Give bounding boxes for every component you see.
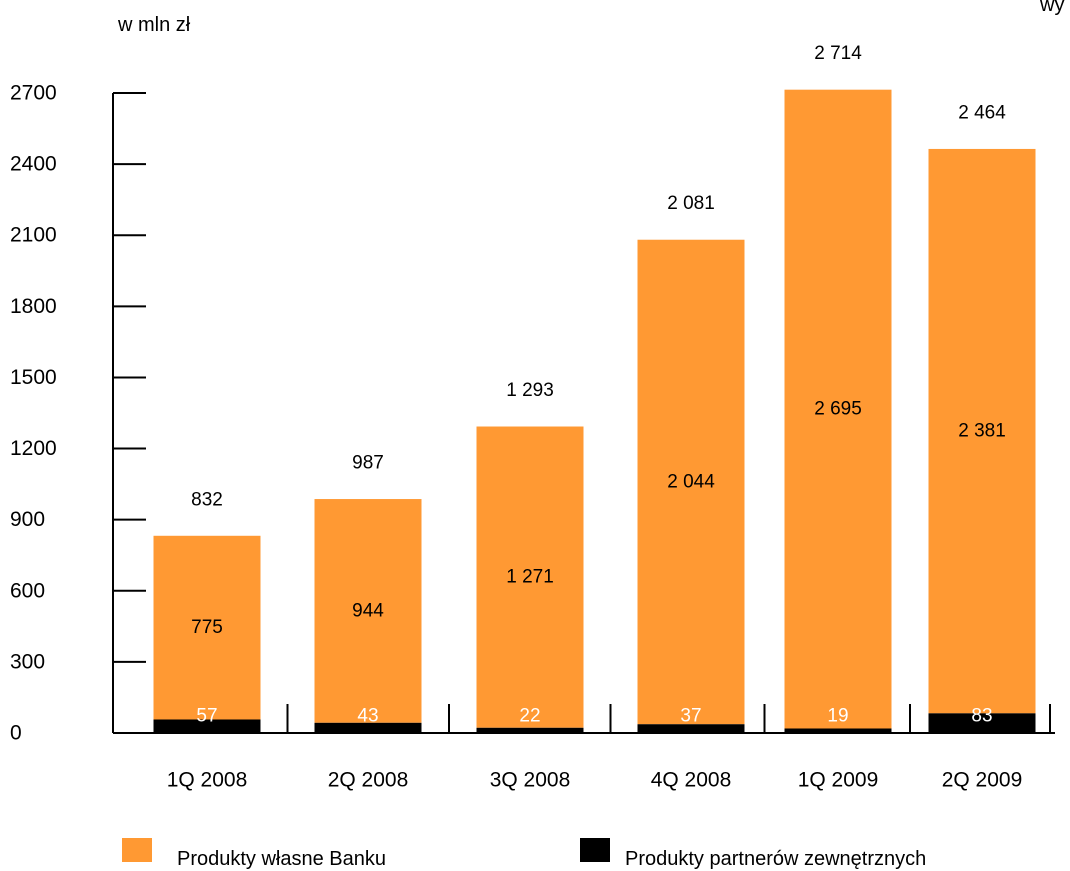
data-label-total: 987 [352,453,384,474]
y-tick-label: 600 [10,579,45,602]
bar-partners [476,727,584,733]
legend-swatch-own [122,838,152,862]
y-tick-label: 2100 [10,224,57,247]
bar-partners [784,728,892,733]
data-label-own: 2 695 [814,399,862,420]
data-label-own: 1 271 [506,567,554,588]
bar-own [153,535,261,720]
data-label-own: 2 044 [667,471,715,492]
x-tick-label: 2Q 2008 [328,769,409,792]
cropped-corner-text: wy [1040,0,1065,16]
data-label-own: 775 [191,617,223,638]
y-tick-label: 1500 [10,366,57,389]
data-label-partners: 22 [519,706,540,727]
x-tick-label: 1Q 2008 [167,769,248,792]
data-label-own: 2 381 [958,421,1006,442]
x-tick-label: 1Q 2009 [798,769,879,792]
data-label-own: 944 [352,600,384,621]
legend-swatch-partners [580,838,610,862]
y-tick-label: 900 [10,508,45,531]
y-tick-label: 1800 [10,295,57,318]
y-tick-label: 2700 [10,82,57,105]
bar-partners [153,719,261,733]
x-tick-label: 2Q 2009 [942,769,1023,792]
bar-own [928,148,1036,714]
data-label-partners: 57 [196,706,217,727]
x-tick-label: 4Q 2008 [651,769,732,792]
bar-own [314,499,422,723]
data-label-total: 832 [191,489,223,510]
bar-partners [314,722,422,733]
unit-label: w mln zł [118,14,191,36]
bar-partners [637,724,745,733]
y-tick-label: 0 [10,722,22,745]
y-tick-label: 300 [10,650,45,673]
bar-partners [928,713,1036,733]
data-label-total: 1 293 [506,380,554,401]
y-tick-label: 1200 [10,437,57,460]
data-label-total: 2 464 [958,102,1006,123]
legend-label-own: Produkty własne Banku [177,848,387,870]
legend-label-partners: Produkty partnerów zewnętrznych [625,848,927,870]
data-label-partners: 43 [357,706,378,727]
data-label-partners: 19 [827,706,848,727]
x-tick-label: 3Q 2008 [490,769,571,792]
data-label-partners: 83 [971,706,992,727]
data-label-total: 2 081 [667,193,715,214]
data-label-partners: 37 [680,706,701,727]
bar-own [784,89,892,729]
bar-own [637,239,745,725]
bar-own [476,426,584,728]
y-tick-label: 2400 [10,153,57,176]
data-label-total: 2 714 [814,43,862,64]
